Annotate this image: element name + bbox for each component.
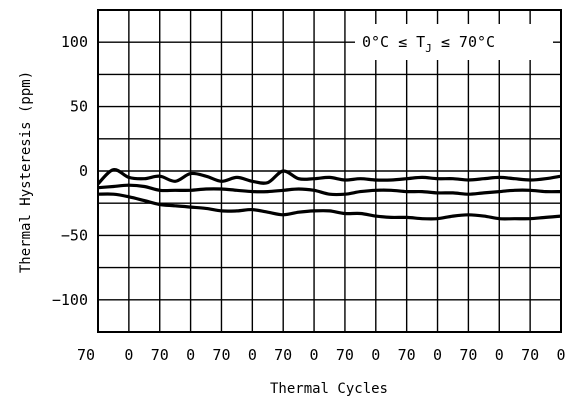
x-tick-label: 0: [310, 346, 319, 364]
y-axis-ticks: 100 50 0 −50 −100: [52, 33, 88, 309]
plot-frame: [97, 9, 562, 333]
y-tick-label: 0: [79, 162, 88, 180]
y-axis-label: Thermal Hysteresis (ppm): [18, 71, 34, 273]
x-tick-label: 0: [186, 346, 195, 364]
x-tick-label: 0: [556, 346, 565, 364]
x-tick-label: 70: [398, 346, 416, 364]
x-tick-label: 70: [212, 346, 230, 364]
x-tick-label: 70: [274, 346, 292, 364]
x-tick-label: 0: [433, 346, 442, 364]
x-tick-label: 70: [77, 346, 95, 364]
svg-text:0°C ≤ TJ ≤ 70°C: 0°C ≤ TJ ≤ 70°C: [362, 33, 495, 55]
x-tick-label: 0: [371, 346, 380, 364]
annotation: 0°C ≤ TJ ≤ 70°C: [355, 24, 553, 60]
y-tick-label: 50: [70, 98, 88, 116]
series-group: [96, 168, 562, 221]
y-tick-label: −100: [52, 291, 88, 309]
x-tick-label: 70: [521, 346, 539, 364]
x-axis-ticks: 70 0 70 0 70 0 70 0 70 0 70 0 70 0 70 0: [77, 346, 566, 364]
x-tick-label: 0: [495, 346, 504, 364]
annotation-suffix: ≤ 70°C: [432, 33, 495, 51]
x-tick-label: 0: [124, 346, 133, 364]
series-line-3: [97, 192, 562, 221]
x-tick-label: 0: [248, 346, 257, 364]
annotation-subscript: J: [425, 42, 432, 55]
y-tick-label: −50: [61, 226, 88, 244]
x-tick-label: 70: [151, 346, 169, 364]
y-tick-label: 100: [61, 33, 88, 51]
series-line-2: [97, 183, 562, 197]
series-line-1: [96, 168, 562, 186]
x-axis-label: Thermal Cycles: [270, 381, 388, 397]
x-tick-label: 70: [459, 346, 477, 364]
x-tick-label: 70: [336, 346, 354, 364]
annotation-prefix: 0°C ≤ T: [362, 33, 425, 51]
